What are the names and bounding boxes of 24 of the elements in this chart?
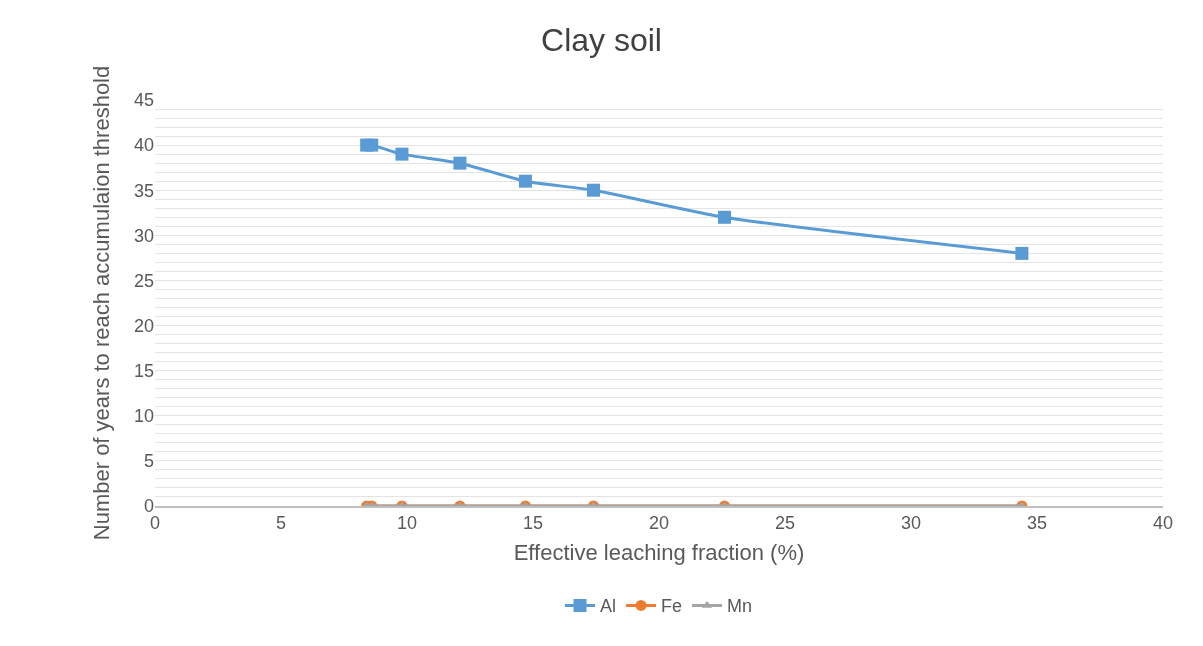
chart-title: Clay soil <box>541 22 662 59</box>
x-tick-label: 15 <box>522 513 544 534</box>
y-tick-label: 40 <box>133 135 154 156</box>
x-tick-label: 40 <box>1152 513 1174 534</box>
y-tick-label: 25 <box>133 270 154 291</box>
y-axis-title: Number of years to reach accumulaion threshold <box>88 65 114 541</box>
y-tick-label: 15 <box>133 360 154 381</box>
x-tick-label: 5 <box>275 513 287 534</box>
y-tick-label: 10 <box>133 406 154 427</box>
legend-label: Al <box>600 596 617 617</box>
y-tick-label: 35 <box>133 180 154 201</box>
x-tick-label: 35 <box>1026 513 1048 534</box>
x-tick-label: 10 <box>396 513 418 534</box>
x-axis-title: Effective leaching fraction (%) <box>513 539 805 565</box>
y-tick-label: 5 <box>143 451 154 472</box>
legend-label: Fe <box>661 596 683 617</box>
legend-label: Mn <box>727 596 753 617</box>
y-tick-label: 45 <box>133 90 154 111</box>
y-tick-label: 20 <box>133 315 154 336</box>
x-tick-label: 20 <box>648 513 670 534</box>
x-tick-label: 30 <box>900 513 922 534</box>
x-tick-label: 25 <box>774 513 796 534</box>
y-tick-label: 30 <box>133 225 154 246</box>
y-tick-label: 0 <box>143 496 154 517</box>
